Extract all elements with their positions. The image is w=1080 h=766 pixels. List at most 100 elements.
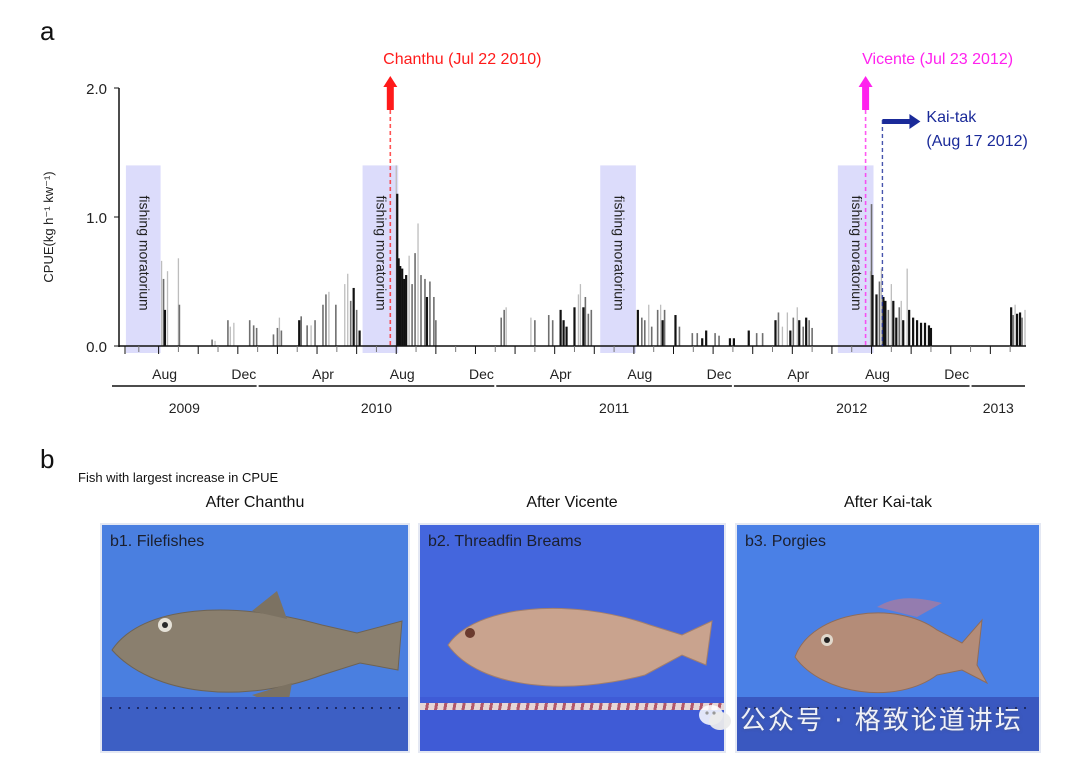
- photo-label-threadfin-breams: b2. Threadfin Breams: [428, 533, 582, 550]
- photo-threadfin-breams: b2. Threadfin Breams: [418, 523, 726, 753]
- cpue-bar: [177, 258, 180, 346]
- cpue-bar: [573, 307, 576, 346]
- ruler: [102, 697, 408, 751]
- event-label: Kai-tak: [926, 109, 977, 126]
- moratorium-label: fishing moratorium: [137, 196, 153, 311]
- moratorium-label: fishing moratorium: [374, 196, 390, 311]
- cpue-bar: [590, 309, 593, 346]
- cpue-bar: [927, 325, 931, 346]
- year-label: 2009: [169, 400, 200, 416]
- cpue-bar: [880, 268, 883, 346]
- cpue-bar: [255, 327, 258, 346]
- cpue-bar: [162, 278, 165, 346]
- cpue-bar: [314, 320, 316, 346]
- column-title-kaitak: After Kai-tak: [843, 494, 933, 511]
- cpue-bar: [701, 338, 704, 346]
- cpue-bar: [530, 317, 532, 346]
- cpue-bar: [908, 309, 911, 346]
- cpue-bar: [403, 278, 406, 346]
- cpue-bar: [211, 339, 213, 346]
- cpue-bar: [656, 309, 659, 346]
- cpue-bar: [252, 325, 255, 346]
- event-arrow-shaft: [386, 86, 394, 110]
- porgy-image: [794, 598, 989, 693]
- cpue-bar: [789, 330, 792, 346]
- cpue-bar: [915, 320, 919, 346]
- cpue-bar: [565, 326, 568, 346]
- cpue-bar: [641, 317, 643, 346]
- cpue-bar: [796, 307, 798, 346]
- month-tick-label: Apr: [787, 366, 809, 382]
- cpue-bar: [584, 296, 587, 346]
- cpue-bar: [435, 320, 437, 346]
- cpue-bar: [417, 223, 419, 346]
- cpue-bar: [643, 320, 646, 346]
- cpue-bar: [325, 294, 327, 346]
- cpue-bar: [214, 340, 216, 346]
- cpue-bar: [349, 300, 352, 346]
- event-arrow-head: [858, 76, 873, 87]
- month-tick-label: Dec: [231, 366, 256, 382]
- cpue-bar: [411, 284, 413, 346]
- month-tick-label: Aug: [390, 366, 415, 382]
- cpue-bar: [328, 291, 330, 346]
- moratorium-label: fishing moratorium: [611, 196, 627, 311]
- cpue-bar: [887, 309, 890, 346]
- watermark-text: 公众号 · 格致论道讲坛: [740, 706, 1023, 736]
- cpue-bar: [761, 333, 764, 346]
- ruler: [737, 697, 1039, 751]
- photo-filefishes: b1. Filefishes: [100, 523, 410, 753]
- month-tick-label: Apr: [312, 366, 334, 382]
- cpue-bar: [777, 312, 780, 346]
- cpue-bar: [878, 281, 881, 346]
- cpue-bar: [786, 312, 789, 346]
- cpue-bar: [718, 335, 720, 346]
- moratorium-box: [837, 165, 874, 353]
- cpue-bar: [408, 255, 410, 346]
- event-arrow-head: [383, 76, 398, 87]
- month-tick-label: Apr: [550, 366, 572, 382]
- cpue-bar: [923, 322, 927, 346]
- cpue-bar: [399, 266, 402, 346]
- event-label: Chanthu (Jul 22 2010): [383, 51, 541, 68]
- moratorium-box: [362, 165, 399, 353]
- filefish-image: [111, 591, 403, 710]
- cpue-bar: [306, 325, 308, 346]
- cpue-bar: [678, 326, 681, 346]
- cpue-bar: [805, 317, 808, 346]
- panel-b-subtitle: Fish with largest increase in CPUE: [78, 470, 279, 485]
- cpue-bar: [229, 326, 231, 346]
- photo-porgies: b3. Porgies: [735, 523, 1041, 753]
- measuring-tape: [420, 697, 724, 751]
- cpue-bar: [906, 268, 908, 346]
- year-label: 2011: [599, 400, 629, 416]
- event-arrow-shaft: [882, 119, 911, 124]
- wechat-icon: [698, 704, 732, 732]
- month-tick-label: Dec: [469, 366, 494, 382]
- cpue-bar: [898, 307, 901, 346]
- cpue-bar: [358, 330, 361, 346]
- cpue-bar: [178, 304, 181, 346]
- cpue-bar: [420, 275, 422, 346]
- month-tick-label: Aug: [865, 366, 890, 382]
- cpue-bar: [298, 320, 301, 346]
- cpue-bar: [160, 260, 163, 346]
- y-tick-label: 1.0: [86, 210, 107, 227]
- month-tick-label: Dec: [707, 366, 732, 382]
- cpue-bar: [696, 333, 699, 346]
- cpue-bar: [650, 326, 653, 346]
- cpue-bar: [892, 300, 895, 346]
- cpue-bar: [1015, 313, 1019, 346]
- threadfin-bream-image: [447, 607, 713, 687]
- cpue-bar: [322, 304, 324, 346]
- cpue-bar: [902, 320, 905, 346]
- month-tick-label: Aug: [152, 366, 177, 382]
- cpue-bar: [659, 304, 662, 346]
- cpue-bar: [1010, 307, 1013, 346]
- y-axis-label: CPUE(kg h⁻¹ kw⁻¹): [41, 171, 56, 282]
- cpue-bar: [871, 275, 874, 346]
- cpue-bar: [559, 309, 562, 346]
- cpue-bar: [648, 304, 650, 346]
- cpue-bar: [755, 333, 758, 346]
- cpue-bar: [732, 338, 735, 346]
